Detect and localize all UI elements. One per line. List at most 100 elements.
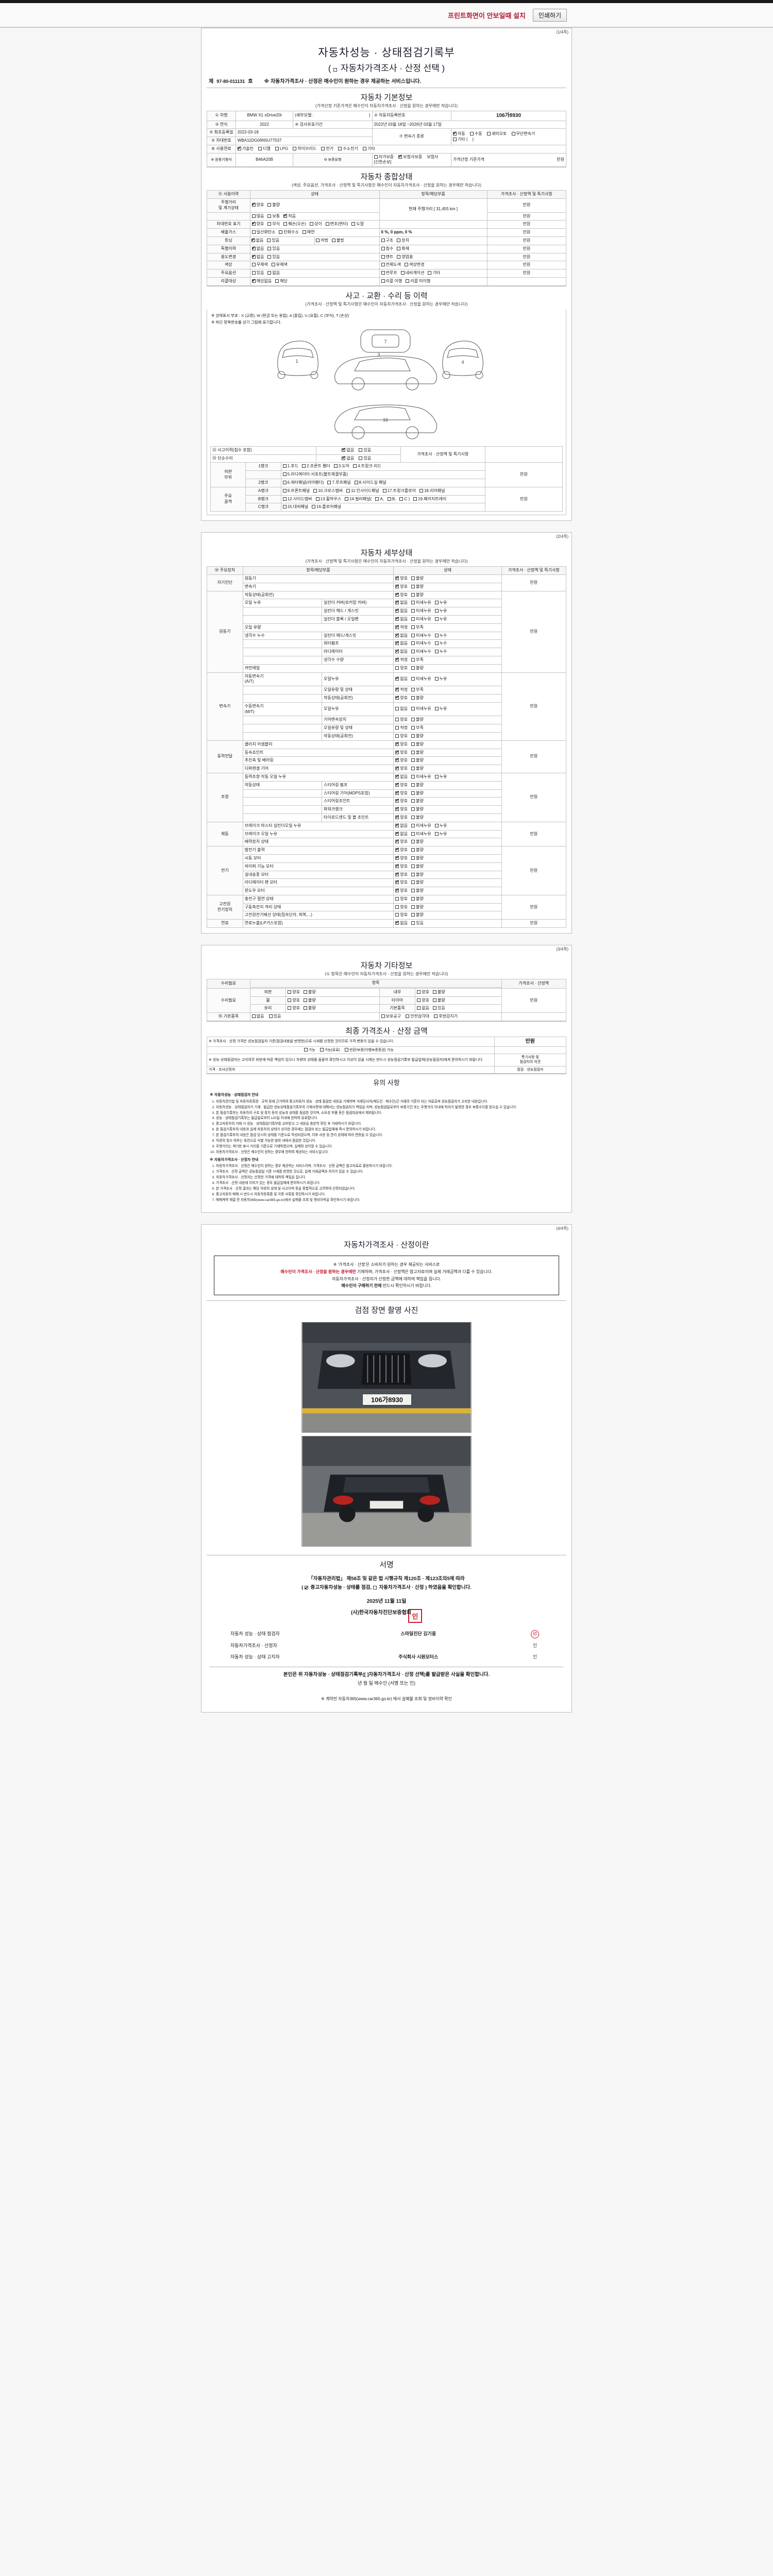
overall-6-opt-1[interactable]: 있음 <box>267 255 280 260</box>
other-b-1-checkbox-1[interactable] <box>432 998 436 1002</box>
detail-2-2-checkbox-1[interactable] <box>411 696 415 700</box>
detail-2-6-opt-1[interactable]: 불량 <box>411 734 424 739</box>
other-a-1-opt-1[interactable]: 불량 <box>304 998 316 1004</box>
detail-5-1-checkbox-1[interactable] <box>411 832 415 836</box>
other-b-0-checkbox-0[interactable] <box>417 990 421 994</box>
overall-item-6-checkbox-1[interactable] <box>397 255 401 259</box>
panel-item-checkbox-4-0[interactable] <box>282 497 287 501</box>
detail-0-1-checkbox-1[interactable] <box>411 584 415 588</box>
fuel-opt-lpg[interactable]: LPG <box>275 146 288 152</box>
detail-7-0-opt-1[interactable]: 불량 <box>411 896 424 902</box>
trans-opt-auto[interactable]: 자동 <box>452 130 465 137</box>
detail-3-1-opt-0[interactable]: 양호 <box>395 749 408 756</box>
repair-yes-opt[interactable]: 있음 <box>359 456 371 462</box>
detail-1-1-checkbox-2[interactable] <box>434 601 439 605</box>
warranty-opt-insurer[interactable]: 보험사보증 <box>398 153 422 160</box>
detail-1-4-checkbox-1[interactable] <box>411 625 415 629</box>
overall-3-checkbox-1[interactable] <box>279 230 283 234</box>
detail-7-2-opt-1[interactable]: 불량 <box>411 912 424 918</box>
panel-item-3-1[interactable]: 10.크로스멤버 <box>313 488 343 494</box>
panel-item-0-0[interactable]: 1.후드 <box>282 464 298 469</box>
other-a-0-checkbox-0[interactable] <box>288 990 292 994</box>
detail-1-8-opt-1[interactable]: 부족 <box>411 657 424 663</box>
panel-item-checkbox-5-0[interactable] <box>282 505 287 509</box>
overall-3-checkbox-2[interactable] <box>302 230 306 234</box>
tuning-c-checkbox-1[interactable] <box>397 239 401 243</box>
fuel-electric-checkbox[interactable] <box>321 146 325 150</box>
panel-item-5-0[interactable]: 15.대쉬패널 <box>282 504 308 510</box>
detail-6-0-opt-0[interactable]: 양호 <box>395 846 408 853</box>
detail-1-0-opt-0[interactable]: 양호 <box>395 591 408 598</box>
basic-yes-opt[interactable]: 있음 <box>268 1014 281 1020</box>
overall-item-8-checkbox-2[interactable] <box>428 271 432 275</box>
fuel-opt-hybrid[interactable]: 하이브리드 <box>293 146 316 152</box>
tuning-c-checkbox-0[interactable] <box>381 239 385 243</box>
item-triangle[interactable]: 안전삼각대 <box>406 1014 429 1020</box>
other-b-0-opt-0[interactable]: 양호 <box>417 990 429 995</box>
detail-1-3-opt-2[interactable]: 누유 <box>434 617 447 622</box>
other-a-2-opt-1[interactable]: 불량 <box>304 1006 316 1011</box>
detail-1-8-checkbox-0[interactable] <box>395 656 399 662</box>
detail-1-6-checkbox-0[interactable] <box>395 639 399 646</box>
other-a-1-opt-0[interactable]: 양호 <box>288 998 300 1004</box>
basic-none-opt[interactable]: 없음 <box>251 1014 264 1020</box>
overall-1-opt-0[interactable]: 많음 <box>251 214 264 219</box>
panel-item-checkbox-4-3[interactable] <box>375 497 379 501</box>
detail-2-5-opt-0[interactable]: 적정 <box>395 725 408 731</box>
panel-item-2-2[interactable]: 8.사이드실 패널 <box>354 480 386 486</box>
detail-6-5-opt-0[interactable]: 양호 <box>395 887 408 894</box>
panel-item-1-0[interactable]: 5.라디에이터 서포트(볼트체결부품) <box>282 472 348 478</box>
detail-6-3-checkbox-1[interactable] <box>411 872 415 876</box>
detail-4-3-checkbox-0[interactable] <box>395 797 399 803</box>
overall-item-6-opt-0[interactable]: 렌트 <box>381 255 393 260</box>
detail-4-0-opt-2[interactable]: 누유 <box>434 774 447 780</box>
fuel-opt-gasoline[interactable]: 가솔린 <box>237 145 254 152</box>
detail-8-0-opt-0[interactable]: 없음 <box>395 919 408 926</box>
overall-2-opt-0[interactable]: 양호 <box>251 220 264 227</box>
overall-item-5-opt-0[interactable]: 침수 <box>381 246 393 252</box>
detail-3-1-opt-1[interactable]: 불량 <box>411 750 424 756</box>
panel-item-4-0[interactable]: 12.사이드멤버 <box>282 497 312 502</box>
overall-1-checkbox-1[interactable] <box>267 214 272 218</box>
detail-1-5-checkbox-0[interactable] <box>395 632 399 638</box>
overall-0-checkbox-0[interactable] <box>251 201 256 208</box>
detail-6-3-checkbox-0[interactable] <box>395 871 399 877</box>
detail-1-9-checkbox-0[interactable] <box>395 666 399 670</box>
panel-item-checkbox-0-0[interactable] <box>282 464 287 468</box>
detail-2-4-checkbox-0[interactable] <box>395 718 399 722</box>
other-b-1-opt-0[interactable]: 양호 <box>417 998 429 1004</box>
detail-3-3-opt-1[interactable]: 불량 <box>411 766 424 772</box>
detail-1-3-checkbox-2[interactable] <box>434 617 439 621</box>
overall-5-opt-1[interactable]: 있음 <box>267 246 280 252</box>
price-survey-checkbox[interactable] <box>333 68 338 72</box>
trans-manual-checkbox[interactable] <box>469 131 474 135</box>
other-b-2-checkbox-0[interactable] <box>417 1006 421 1010</box>
detail-1-8-opt-0[interactable]: 적정 <box>395 656 408 663</box>
detail-4-1-checkbox-0[interactable] <box>395 781 399 787</box>
detail-1-1-checkbox-0[interactable] <box>395 599 399 605</box>
overall-item-6-checkbox-0[interactable] <box>381 255 385 259</box>
detail-1-5-opt-2[interactable]: 누수 <box>434 633 447 639</box>
detail-5-0-opt-0[interactable]: 없음 <box>395 822 408 829</box>
panel-item-4-4[interactable]: B, <box>387 497 396 502</box>
other-a-0-opt-1[interactable]: 불량 <box>304 990 316 995</box>
detail-0-1-opt-1[interactable]: 불량 <box>411 584 424 590</box>
other-a-0-checkbox-1[interactable] <box>304 990 308 994</box>
detail-1-9-opt-1[interactable]: 불량 <box>411 666 424 671</box>
detail-7-1-checkbox-0[interactable] <box>395 905 399 909</box>
detail-1-1-opt-2[interactable]: 누유 <box>434 600 447 606</box>
panel-item-0-3[interactable]: 4.트렁크 리드 <box>353 464 381 469</box>
detail-4-2-checkbox-1[interactable] <box>411 791 415 795</box>
detail-4-4-checkbox-1[interactable] <box>411 807 415 811</box>
detail-1-1-checkbox-1[interactable] <box>411 601 415 605</box>
warranty-self-checkbox[interactable] <box>374 155 378 159</box>
detail-1-7-checkbox-1[interactable] <box>411 650 415 654</box>
detail-1-1-opt-0[interactable]: 없음 <box>395 599 408 606</box>
panel-item-3-0[interactable]: 9.프론트패널 <box>282 488 310 494</box>
repair-none-opt[interactable]: 없음 <box>342 454 354 462</box>
detail-4-1-opt-1[interactable]: 불량 <box>411 783 424 788</box>
detail-7-0-checkbox-1[interactable] <box>411 896 415 901</box>
panel-item-checkbox-3-3[interactable] <box>382 488 386 493</box>
detail-1-7-checkbox-2[interactable] <box>434 650 439 654</box>
detail-3-0-checkbox-0[interactable] <box>395 740 399 747</box>
